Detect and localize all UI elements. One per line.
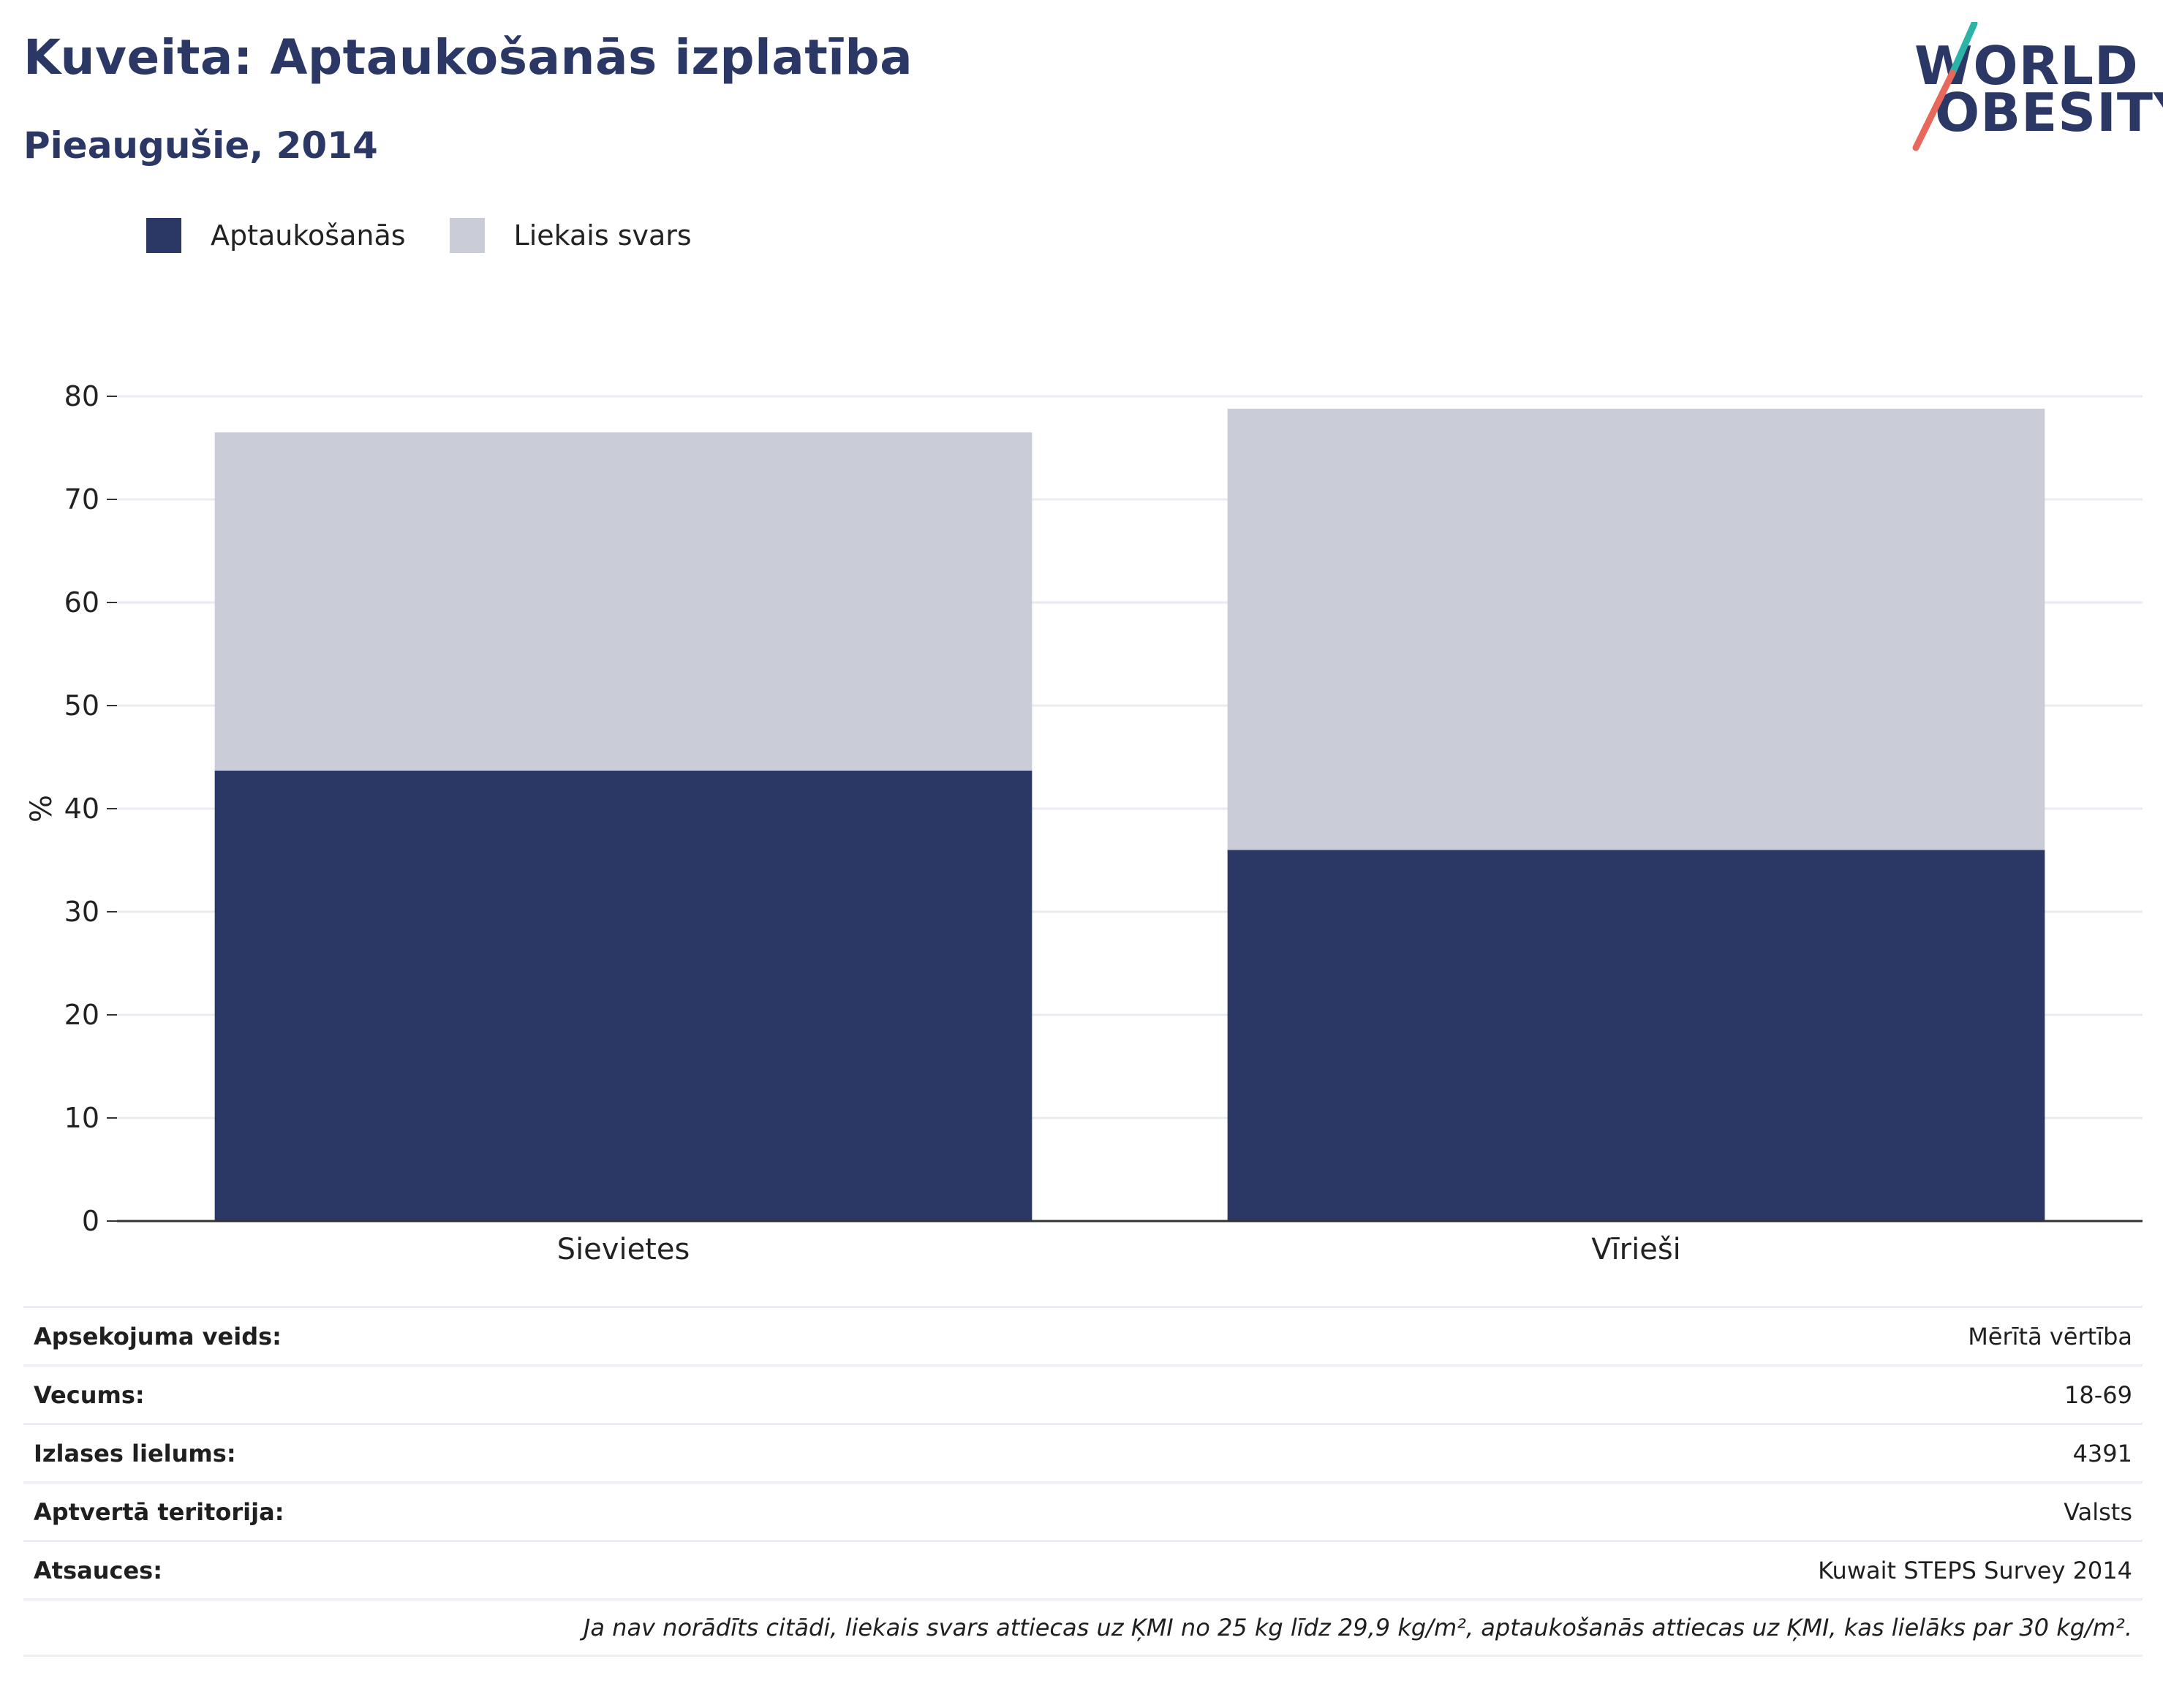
bar-overweight-women[interactable] [214, 432, 1033, 771]
info-label: Apsekojuma veids: [34, 1322, 282, 1350]
info-value: Mērītā vērtība [1968, 1322, 2132, 1350]
x-tick-label: Vīrieši [1591, 1233, 1681, 1266]
info-label: Vecums: [34, 1380, 145, 1409]
stacked-bar-chart: 0 10 20 30 40 50 60 70 80% Sievietes Vīrieši [25, 380, 2143, 1266]
info-row-references: Atsauces: Kuwait STEPS Survey 2014 [23, 1540, 2143, 1598]
bar-obesity-men[interactable] [1227, 850, 2045, 1221]
info-label: Aptvertā teritorija: [34, 1497, 284, 1526]
definition-note: Ja nav norādīts citādi, liekais svars at… [23, 1598, 2143, 1657]
logo-text-obesity: OBESITY [1935, 82, 2163, 143]
y-tick-label: 50 [64, 689, 99, 722]
x-tick-label: Sievietes [557, 1233, 690, 1266]
chart-subtitle: Pieaugušie, 2014 [23, 124, 378, 167]
y-tick-label: 30 [64, 896, 99, 928]
y-tick-label: 70 [64, 483, 99, 515]
info-row-survey-type: Apsekojuma veids: Mērītā vērtība [23, 1306, 2143, 1364]
y-tick-label: 60 [64, 586, 99, 619]
info-value: 4391 [2072, 1439, 2132, 1467]
world-obesity-logo: WORLD OBESITY [1901, 22, 2163, 154]
legend-label-obesity: Aptaukošanās [211, 219, 406, 252]
legend-item-obesity[interactable]: Aptaukošanās [146, 218, 406, 253]
y-tick-label: 80 [64, 380, 99, 412]
legend-label-overweight: Liekais svars [513, 219, 692, 252]
info-value: Valsts [2064, 1497, 2132, 1526]
chart-legend: Aptaukošanās Liekais svars [146, 218, 736, 253]
chart-title: Kuveita: Aptaukošanās izplatība [23, 29, 913, 86]
y-axis-label: % [25, 795, 58, 823]
bar-overweight-men[interactable] [1227, 408, 2045, 850]
legend-swatch-obesity [146, 218, 181, 253]
info-row-area-covered: Aptvertā teritorija: Valsts [23, 1481, 2143, 1540]
info-table: Apsekojuma veids: Mērītā vērtība Vecums:… [23, 1306, 2143, 1657]
y-tick-label: 0 [82, 1205, 99, 1237]
info-row-age: Vecums: 18-69 [23, 1364, 2143, 1423]
legend-item-overweight[interactable]: Liekais svars [449, 218, 692, 253]
y-tick-label: 40 [64, 793, 99, 825]
info-label: Izlases lielums: [34, 1439, 236, 1467]
legend-swatch-overweight [449, 218, 485, 253]
bar-obesity-women[interactable] [214, 770, 1033, 1221]
info-row-sample-size: Izlases lielums: 4391 [23, 1423, 2143, 1481]
info-label: Atsauces: [34, 1556, 162, 1584]
y-tick-label: 10 [64, 1102, 99, 1134]
y-tick-label: 20 [64, 999, 99, 1031]
info-value: Kuwait STEPS Survey 2014 [1818, 1556, 2132, 1584]
info-value: 18-69 [2064, 1380, 2132, 1409]
